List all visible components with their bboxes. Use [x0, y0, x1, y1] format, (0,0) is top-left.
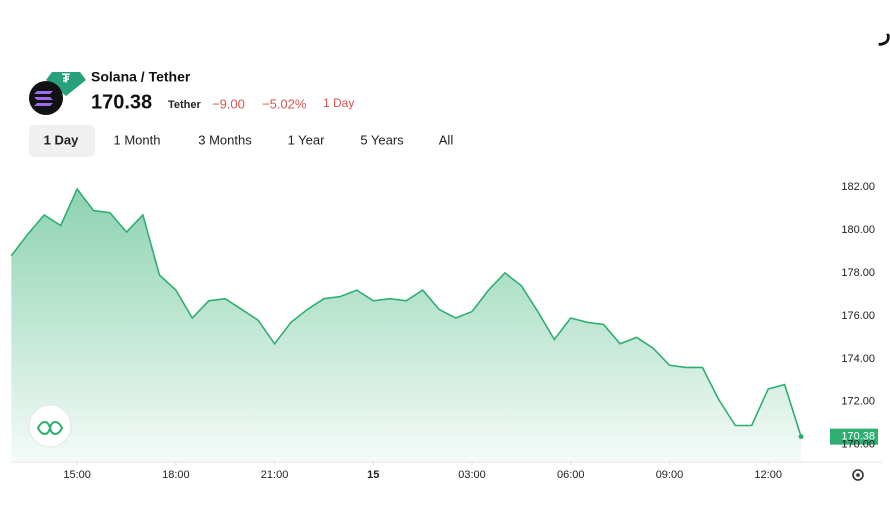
price: 170.38 [91, 91, 152, 113]
y-tick-label: 170.00 [841, 439, 875, 451]
tab[interactable]: 1 Month [114, 132, 161, 147]
change: −9.00 [212, 96, 245, 111]
x-tick-label: 03:00 [458, 469, 486, 481]
tabs: 1 Day 1 Month 3 Months 1 Year 5 Years All [29, 125, 453, 157]
y-tick-label: 174.00 [841, 353, 875, 365]
y-tick-label: 178.00 [841, 267, 875, 279]
x-tick-label: 06:00 [557, 469, 585, 481]
tab[interactable]: 5 Years [360, 132, 404, 147]
pair-name: Solana / Tether [91, 69, 191, 85]
x-tick-label: 15 [367, 469, 379, 481]
change-percent: −5.02% [262, 96, 307, 111]
tab[interactable]: All [439, 132, 454, 147]
tab-selected-bg [29, 125, 95, 157]
price-badge-label: 170.38 [841, 431, 875, 443]
x-tick-label: 09:00 [656, 469, 684, 481]
tab[interactable]: 1 Year [288, 132, 326, 147]
y-tick-label: 180.00 [841, 224, 875, 236]
y-tick-label: 176.00 [841, 310, 875, 322]
x-tick-label: 21:00 [261, 469, 289, 481]
period: 1 Day [323, 96, 354, 110]
y-tick-label: 172.00 [841, 396, 875, 408]
x-tick-label: 15:00 [63, 469, 91, 481]
x-tick-label: 12:00 [754, 469, 782, 481]
currency: Tether [168, 99, 202, 111]
tab[interactable]: 1 Day [44, 132, 79, 147]
page-title: نمودار بازار [878, 20, 890, 46]
y-tick-label: 182.00 [841, 181, 875, 193]
area [11, 189, 802, 462]
brand-icon [28, 404, 72, 448]
tether-icon: ₮ [46, 70, 86, 96]
last-point [798, 434, 804, 440]
svg-text:₮: ₮ [62, 70, 70, 85]
line [10, 187, 802, 437]
x-tick-label: 18:00 [162, 469, 190, 481]
solana-icon [29, 81, 63, 115]
price-badge [830, 428, 878, 445]
settings-icon[interactable] [852, 469, 864, 481]
tab[interactable]: 3 Months [198, 132, 252, 147]
